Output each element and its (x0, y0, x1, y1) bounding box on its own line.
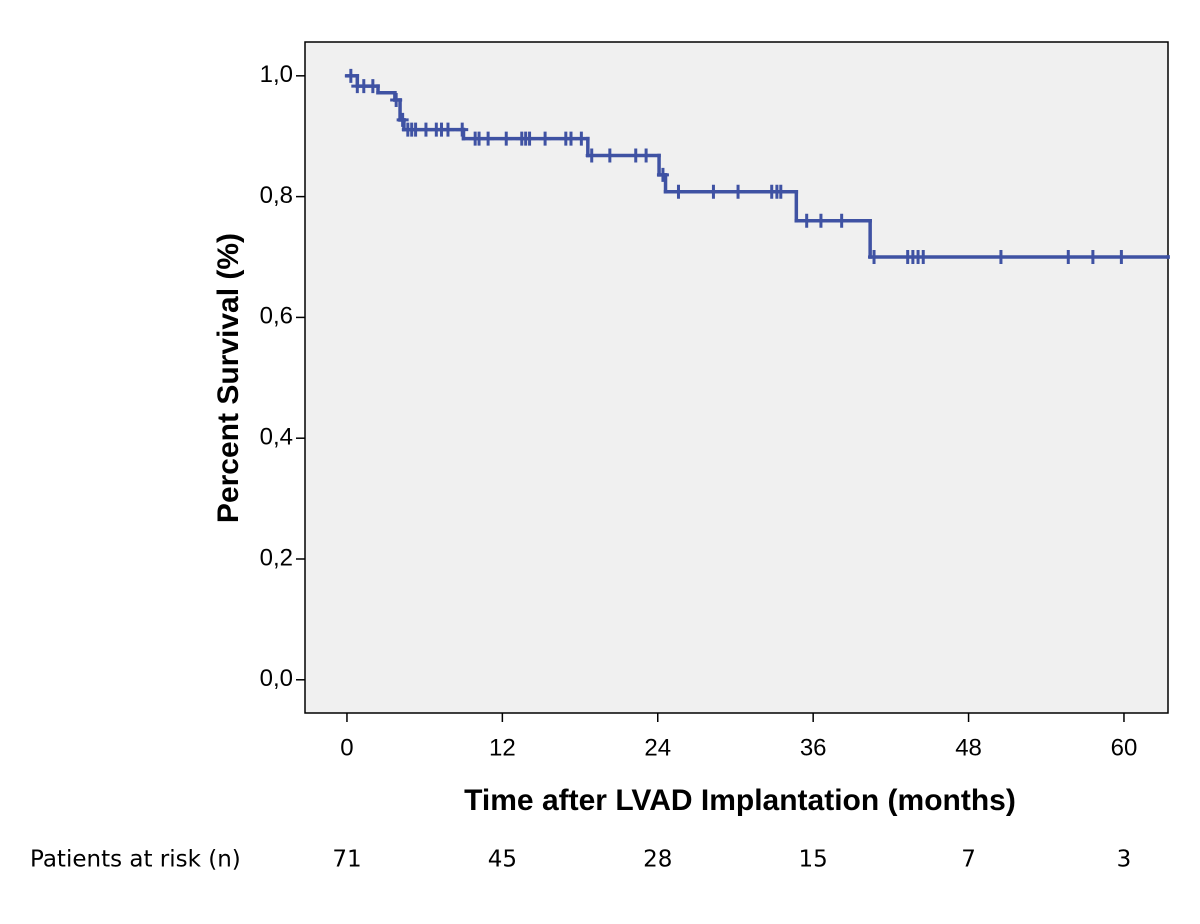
censor-mark (564, 131, 577, 146)
censor-mark (1115, 250, 1128, 265)
x-tick-label: 48 (955, 734, 982, 761)
risk-value: 71 (332, 847, 361, 873)
censor-mark (523, 131, 536, 146)
censor-mark (456, 122, 469, 137)
x-tick-label: 0 (340, 734, 353, 761)
censor-mark (917, 250, 930, 265)
censor-mark (868, 250, 881, 265)
risk-value: 28 (643, 847, 672, 873)
censor-mark (1086, 250, 1099, 265)
y-axis-title: Percent Survival (%) (212, 233, 245, 523)
y-tick-label: 0,8 (260, 182, 293, 209)
censor-mark (774, 184, 787, 199)
risk-value: 15 (799, 847, 828, 873)
y-tick-label: 0,0 (260, 665, 293, 692)
y-tick-label: 0,4 (260, 424, 293, 451)
censor-mark (482, 131, 495, 146)
censor-mark (500, 131, 513, 146)
y-tick-label: 1,0 (260, 61, 293, 88)
censor-mark (441, 122, 454, 137)
censor-mark (835, 213, 848, 228)
censor-mark (539, 131, 552, 146)
censor-mark (575, 131, 588, 146)
censor-mark (396, 112, 409, 127)
risk-value: 45 (488, 847, 517, 873)
censor-mark (366, 79, 379, 94)
x-tick-label: 60 (1111, 734, 1138, 761)
censor-mark (707, 184, 720, 199)
plot-area (304, 41, 1169, 714)
risk-label: Patients at risk (n) (30, 847, 241, 873)
x-tick-label: 24 (644, 734, 671, 761)
risk-value: 3 (1117, 847, 1132, 873)
x-tick-label: 12 (489, 734, 516, 761)
censor-mark (656, 167, 669, 182)
censor-mark (672, 184, 685, 199)
censor-mark (800, 213, 813, 228)
censor-mark (344, 68, 357, 83)
censor-mark (409, 122, 422, 137)
censor-mark (814, 213, 827, 228)
censor-mark (585, 148, 598, 163)
censor-mark (994, 250, 1007, 265)
x-tick-label: 36 (800, 734, 827, 761)
censor-mark (390, 92, 403, 107)
censor-mark (732, 184, 745, 199)
censor-mark (603, 148, 616, 163)
risk-value: 7 (961, 847, 976, 873)
censor-mark (629, 148, 642, 163)
x-axis-title: Time after LVAD Implantation (months) (464, 784, 1016, 817)
censor-mark (1062, 250, 1075, 265)
y-tick-label: 0,2 (260, 544, 293, 571)
censor-mark (640, 148, 653, 163)
censor-mark (419, 122, 432, 137)
y-tick-label: 0,6 (260, 303, 293, 330)
